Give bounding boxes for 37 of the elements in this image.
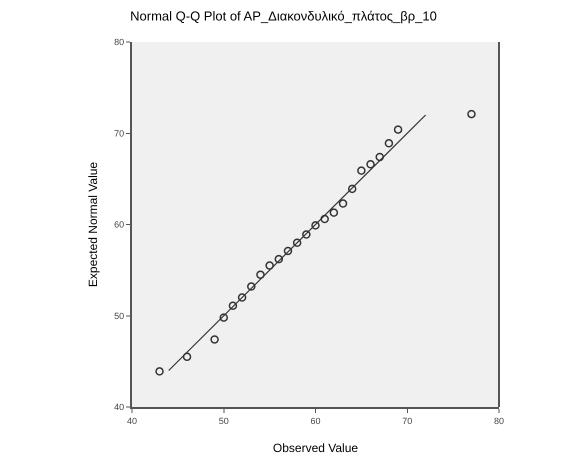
point bbox=[155, 367, 164, 376]
x-tick-label: 50 bbox=[218, 416, 229, 426]
y-tick-label: 40 bbox=[114, 402, 124, 412]
point bbox=[320, 214, 329, 224]
point bbox=[311, 221, 320, 230]
x-tick-label: 60 bbox=[310, 416, 321, 426]
point bbox=[375, 152, 384, 162]
point bbox=[238, 293, 246, 302]
point bbox=[274, 254, 284, 264]
point bbox=[302, 230, 311, 239]
x-tick-label: 80 bbox=[494, 416, 504, 426]
point bbox=[467, 110, 476, 118]
x-tick-label: 70 bbox=[402, 416, 412, 426]
point bbox=[338, 199, 348, 208]
point bbox=[292, 238, 302, 247]
x-axis-title: Observed Value bbox=[272, 441, 358, 455]
point bbox=[330, 208, 338, 217]
point bbox=[384, 139, 394, 148]
point bbox=[256, 270, 265, 279]
x-tick-label: 40 bbox=[126, 416, 138, 426]
y-axis-title: Expected Normal Value bbox=[86, 162, 100, 288]
point bbox=[284, 246, 292, 256]
y-tick-label: 50 bbox=[114, 310, 124, 321]
point bbox=[366, 160, 375, 169]
point bbox=[247, 282, 256, 291]
y-tick-label: 70 bbox=[114, 128, 124, 138]
chart-title: Normal Q-Q Plot of AP_Διακονδυλικό_πλάτος_βρ_10 bbox=[130, 8, 437, 24]
point bbox=[228, 301, 238, 310]
y-tick-label: 80 bbox=[114, 37, 124, 48]
point bbox=[357, 166, 366, 175]
point bbox=[182, 352, 192, 362]
point bbox=[265, 261, 274, 270]
y-tick-label: 60 bbox=[114, 220, 124, 230]
point bbox=[220, 313, 228, 322]
point bbox=[394, 125, 402, 134]
point bbox=[210, 335, 219, 344]
point bbox=[348, 184, 356, 194]
